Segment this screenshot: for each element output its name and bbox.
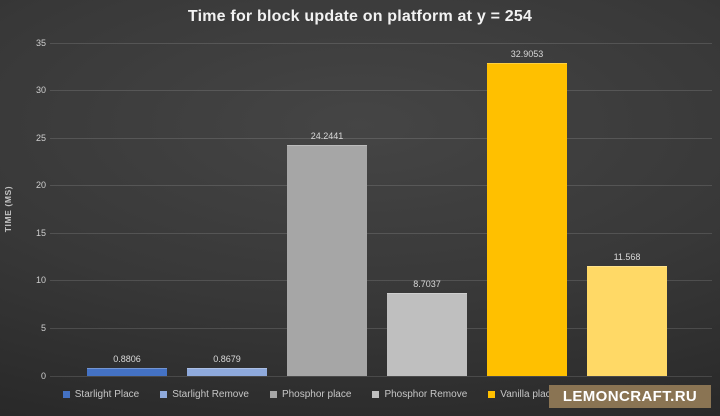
legend-item-vanilla-place: Vanilla place <box>488 389 556 400</box>
y-tick-label-5: 5 <box>40 322 46 333</box>
watermark: LEMONCRAFT.RU <box>549 385 711 408</box>
legend-label: Starlight Place <box>74 389 140 400</box>
y-tick-label-35: 35 <box>35 37 46 48</box>
y-tick-label-15: 15 <box>35 227 46 238</box>
plot-area: 0.8806 0.8679 24.2441 8.7037 32.9053 11.568 <box>50 42 712 377</box>
bar-starlight-remove <box>187 367 267 376</box>
gridline-y-5 <box>50 327 712 329</box>
y-tick-label-20: 20 <box>35 180 46 191</box>
y-axis-title: TIME (MS) <box>3 185 13 233</box>
legend-label: Phosphor Remove <box>384 389 468 400</box>
legend-label: Starlight Remove <box>172 389 249 400</box>
legend-item-starlight-place: Starlight Place <box>62 389 140 400</box>
y-tick-label-10: 10 <box>35 275 46 286</box>
gridline-y-10 <box>50 280 712 282</box>
gridline-y-15 <box>50 232 712 234</box>
bar-phosphor-remove <box>387 293 467 376</box>
gridline-y-25 <box>50 137 712 139</box>
bar-starlight-place <box>87 367 167 376</box>
bar-value-label: 24.2441 <box>310 131 344 142</box>
legend-swatch-icon <box>488 391 496 398</box>
gridline-y-35 <box>50 42 712 44</box>
bar-series-6 <box>587 265 667 376</box>
legend-label: Phosphor place <box>281 389 352 400</box>
y-tick-label-0: 0 <box>40 370 46 381</box>
legend-item-phosphor-remove: Phosphor Remove <box>372 389 467 400</box>
legend-swatch-icon <box>62 391 70 398</box>
legend-item-starlight-remove: Starlight Remove <box>160 389 249 400</box>
legend-swatch-icon <box>269 391 277 398</box>
bar-value-label: 0.8679 <box>213 353 241 364</box>
bar-value-label: 0.8806 <box>113 353 141 364</box>
legend-swatch-icon <box>372 391 380 398</box>
legend-label: Vanilla place <box>500 389 557 400</box>
legend: Starlight Place Starlight Remove Phosphor … <box>0 389 720 400</box>
bar-phosphor-place <box>287 145 367 376</box>
chart-title: Time for block update on platform at y =… <box>187 8 533 25</box>
legend-swatch-icon <box>160 391 168 398</box>
legend-item-phosphor-place: Phosphor place <box>269 389 352 400</box>
gridline-y-20 <box>50 185 712 187</box>
bar-value-label: 8.7037 <box>413 279 441 290</box>
bar-vanilla-place <box>487 62 567 376</box>
bar-value-label: 11.568 <box>613 251 641 262</box>
gridline-y-0 <box>50 375 712 377</box>
bar-value-label: 32.9053 <box>510 48 544 59</box>
y-tick-label-25: 25 <box>35 132 46 143</box>
y-tick-label-30: 30 <box>35 85 46 96</box>
gridline-y-30 <box>50 90 712 92</box>
